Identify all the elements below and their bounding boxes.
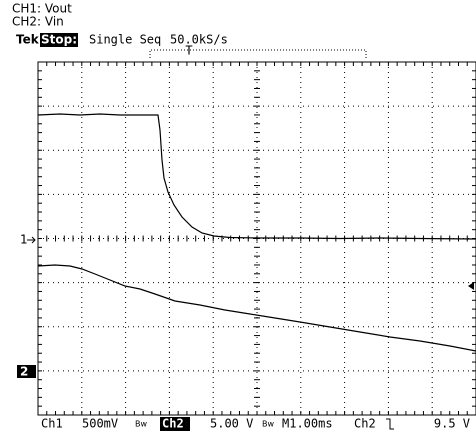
ch2-label-box (160, 417, 190, 431)
channel-label: CH2: Vin (12, 15, 64, 29)
ch2-trace (37, 264, 476, 352)
timebase: M1.00ms (282, 417, 333, 431)
ch2-label: Ch2 (162, 417, 184, 431)
bw-icon: Bw (135, 420, 147, 429)
ch2-scale: 5.00 V (210, 417, 253, 431)
mode: Single Seq (89, 33, 161, 47)
ch1-marker: 1 (20, 233, 28, 247)
ch1-scale: 500mV (82, 417, 118, 431)
trigger-level-arrow (468, 282, 474, 290)
state-box (40, 33, 78, 47)
ch1-trace (37, 113, 476, 240)
trigger-source: Ch2 (354, 417, 376, 431)
bw-icon: Bw (262, 420, 274, 429)
trigger-slope (386, 418, 394, 430)
sample-rate: 50.0kS/s (170, 33, 228, 47)
channel-label: CH1: Vout (12, 2, 72, 16)
ch1-arrow (27, 236, 36, 244)
record-bar (149, 49, 367, 58)
brand: Tek (16, 33, 40, 47)
trigger-level: 9.5 V (434, 417, 470, 431)
ch2-marker: 2 (20, 365, 28, 379)
ch1-label: Ch1 (41, 417, 63, 431)
state: Stop: (41, 33, 77, 47)
ch2-marker-box (17, 365, 36, 378)
trigger-marker: T (185, 44, 192, 58)
